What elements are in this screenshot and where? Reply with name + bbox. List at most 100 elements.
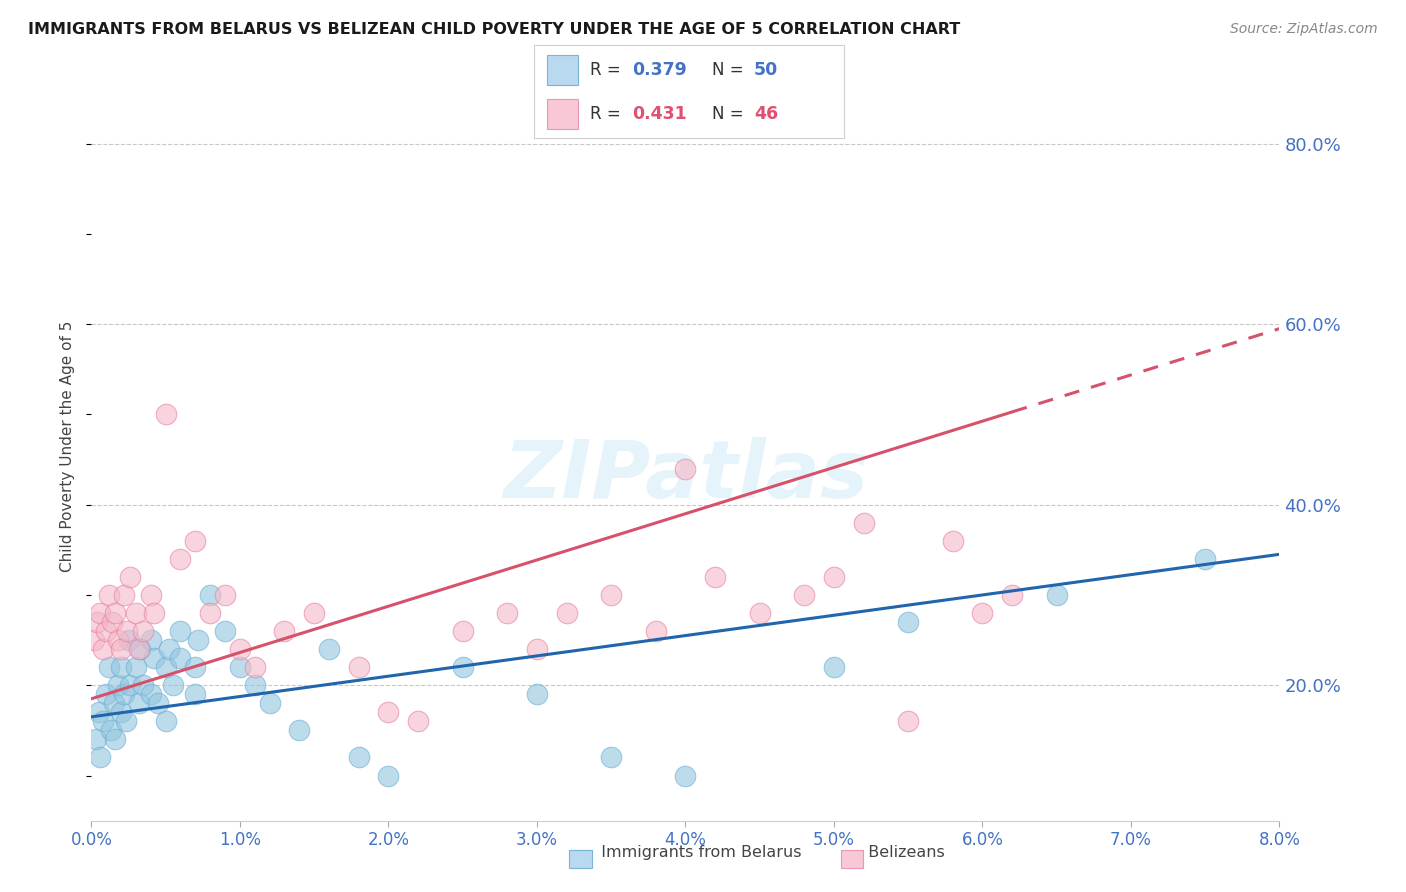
- Bar: [547, 99, 578, 129]
- Point: [600, 750, 623, 764]
- Point: [84, 732, 107, 747]
- Point: [555, 606, 578, 620]
- Point: [214, 588, 236, 602]
- Text: N =: N =: [713, 61, 749, 78]
- Point: [377, 706, 399, 720]
- Text: IMMIGRANTS FROM BELARUS VS BELIZEAN CHILD POVERTY UNDER THE AGE OF 5 CORRELATION: IMMIGRANTS FROM BELARUS VS BELIZEAN CHIL…: [28, 22, 960, 37]
- Point: [187, 633, 209, 648]
- Point: [139, 633, 162, 648]
- Text: 50: 50: [754, 61, 778, 78]
- Point: [288, 723, 311, 738]
- Bar: [569, 850, 592, 868]
- Point: [972, 606, 994, 620]
- Point: [91, 642, 114, 657]
- Point: [125, 606, 148, 620]
- Point: [600, 588, 623, 602]
- Point: [184, 660, 207, 674]
- Point: [100, 723, 122, 738]
- Point: [118, 678, 141, 692]
- Point: [243, 678, 266, 692]
- Point: [125, 660, 148, 674]
- Point: [347, 750, 370, 764]
- Point: [673, 768, 696, 782]
- Point: [200, 588, 222, 602]
- Point: [148, 696, 170, 710]
- Point: [406, 714, 429, 729]
- Point: [852, 516, 875, 530]
- Point: [89, 750, 111, 764]
- Point: [115, 624, 138, 638]
- Point: [139, 687, 162, 701]
- Point: [169, 624, 191, 638]
- Point: [526, 642, 548, 657]
- Point: [897, 714, 920, 729]
- Point: [142, 651, 165, 665]
- Text: R =: R =: [591, 105, 626, 123]
- Point: [110, 642, 132, 657]
- Text: 46: 46: [754, 105, 778, 123]
- Point: [101, 615, 124, 629]
- Point: [103, 696, 125, 710]
- Point: [107, 633, 129, 648]
- Point: [184, 533, 207, 548]
- Point: [704, 570, 727, 584]
- Point: [942, 533, 965, 548]
- Point: [451, 624, 474, 638]
- Point: [128, 696, 150, 710]
- Bar: [547, 55, 578, 85]
- Text: 0.379: 0.379: [631, 61, 686, 78]
- Point: [673, 461, 696, 475]
- Point: [451, 660, 474, 674]
- Point: [229, 642, 252, 657]
- Point: [1001, 588, 1024, 602]
- Point: [157, 642, 180, 657]
- Point: [318, 642, 340, 657]
- Point: [155, 408, 177, 422]
- Point: [229, 660, 252, 674]
- Point: [644, 624, 666, 638]
- Point: [897, 615, 920, 629]
- Point: [132, 678, 155, 692]
- Point: [169, 552, 191, 566]
- Point: [87, 706, 110, 720]
- Text: N =: N =: [713, 105, 749, 123]
- Point: [117, 633, 139, 648]
- Point: [243, 660, 266, 674]
- Point: [302, 606, 325, 620]
- Point: [169, 651, 191, 665]
- Point: [793, 588, 815, 602]
- Point: [86, 615, 108, 629]
- Point: [104, 606, 127, 620]
- Y-axis label: Child Poverty Under the Age of 5: Child Poverty Under the Age of 5: [60, 320, 76, 572]
- Text: R =: R =: [591, 61, 626, 78]
- Point: [142, 606, 165, 620]
- Point: [98, 660, 121, 674]
- Text: Immigrants from Belarus: Immigrants from Belarus: [591, 846, 801, 860]
- Point: [129, 642, 152, 657]
- Point: [104, 732, 127, 747]
- Point: [526, 687, 548, 701]
- Point: [1046, 588, 1069, 602]
- Point: [259, 696, 281, 710]
- Point: [128, 642, 150, 657]
- Point: [214, 624, 236, 638]
- Point: [200, 606, 222, 620]
- Point: [89, 606, 111, 620]
- Point: [110, 706, 132, 720]
- Point: [107, 678, 129, 692]
- Point: [114, 714, 136, 729]
- Point: [139, 588, 162, 602]
- Text: ZIPatlas: ZIPatlas: [503, 437, 868, 515]
- Bar: [841, 850, 863, 868]
- Text: Source: ZipAtlas.com: Source: ZipAtlas.com: [1230, 22, 1378, 37]
- Point: [112, 687, 135, 701]
- Point: [1194, 552, 1216, 566]
- Point: [96, 687, 118, 701]
- Point: [273, 624, 295, 638]
- Point: [496, 606, 519, 620]
- Point: [155, 714, 177, 729]
- Point: [96, 624, 118, 638]
- Point: [748, 606, 770, 620]
- Point: [377, 768, 399, 782]
- Point: [132, 624, 155, 638]
